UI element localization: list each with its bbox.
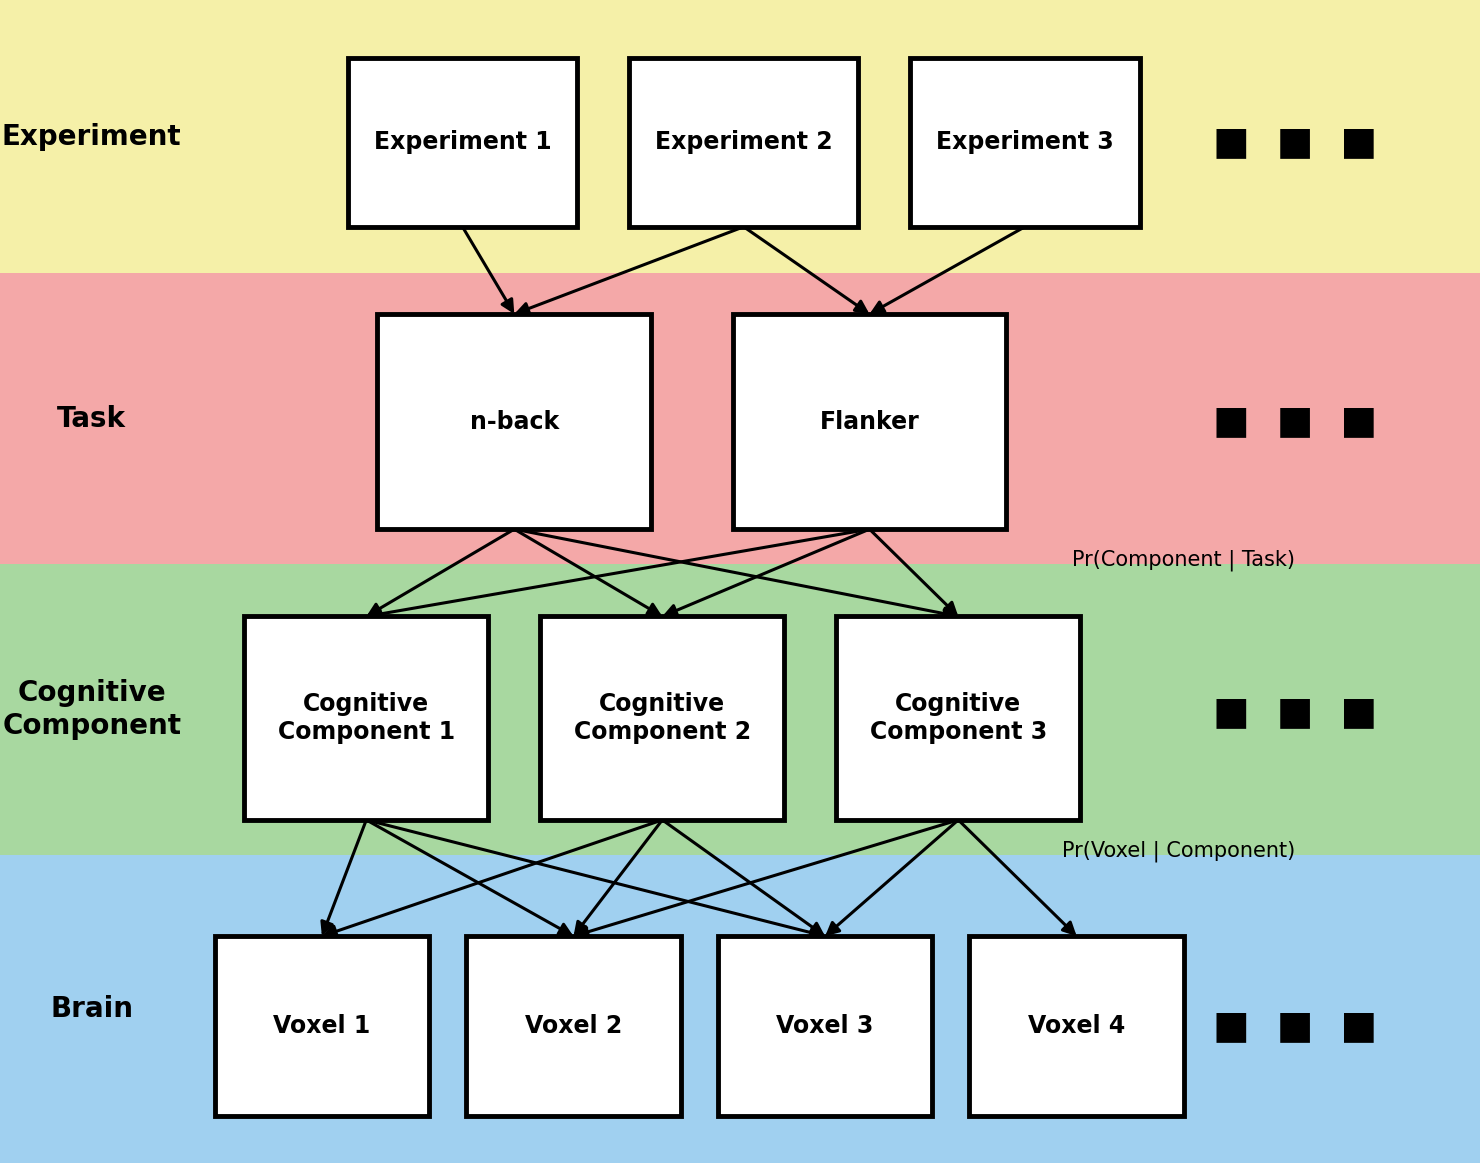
Bar bbox=[718, 936, 932, 1116]
Bar bbox=[836, 616, 1080, 820]
Text: ■  ■  ■: ■ ■ ■ bbox=[1214, 693, 1376, 730]
Text: Voxel 2: Voxel 2 bbox=[525, 1014, 622, 1039]
Text: Pr(Voxel | Component): Pr(Voxel | Component) bbox=[1061, 841, 1295, 862]
Text: Experiment 1: Experiment 1 bbox=[373, 130, 552, 155]
Text: Experiment 2: Experiment 2 bbox=[654, 130, 833, 155]
Bar bbox=[540, 616, 784, 820]
Text: Cognitive
Component: Cognitive Component bbox=[3, 679, 181, 740]
Text: Cognitive
Component 3: Cognitive Component 3 bbox=[870, 692, 1046, 744]
Bar bbox=[377, 314, 651, 529]
Text: Voxel 1: Voxel 1 bbox=[274, 1014, 370, 1039]
Text: Voxel 3: Voxel 3 bbox=[777, 1014, 873, 1039]
Bar bbox=[969, 936, 1184, 1116]
Bar bbox=[0, 564, 1480, 855]
Bar bbox=[466, 936, 681, 1116]
Bar bbox=[629, 58, 858, 227]
Bar bbox=[0, 855, 1480, 1163]
Bar bbox=[244, 616, 488, 820]
Text: Cognitive
Component 2: Cognitive Component 2 bbox=[574, 692, 750, 744]
Text: Voxel 4: Voxel 4 bbox=[1029, 1014, 1125, 1039]
Text: Pr(Component | Task): Pr(Component | Task) bbox=[1072, 550, 1295, 571]
Bar bbox=[0, 273, 1480, 564]
Text: Experiment 3: Experiment 3 bbox=[935, 130, 1114, 155]
Text: n-back: n-back bbox=[469, 409, 559, 434]
Bar bbox=[348, 58, 577, 227]
Text: Experiment: Experiment bbox=[1, 122, 182, 151]
Text: ■  ■  ■: ■ ■ ■ bbox=[1214, 1007, 1376, 1044]
Bar bbox=[0, 0, 1480, 273]
Text: Cognitive
Component 1: Cognitive Component 1 bbox=[278, 692, 454, 744]
Text: ■  ■  ■: ■ ■ ■ bbox=[1214, 123, 1376, 160]
Text: Task: Task bbox=[58, 405, 126, 433]
Text: Brain: Brain bbox=[50, 994, 133, 1023]
Bar bbox=[910, 58, 1140, 227]
Bar bbox=[733, 314, 1006, 529]
Text: Flanker: Flanker bbox=[820, 409, 919, 434]
Bar bbox=[215, 936, 429, 1116]
Text: ■  ■  ■: ■ ■ ■ bbox=[1214, 402, 1376, 440]
